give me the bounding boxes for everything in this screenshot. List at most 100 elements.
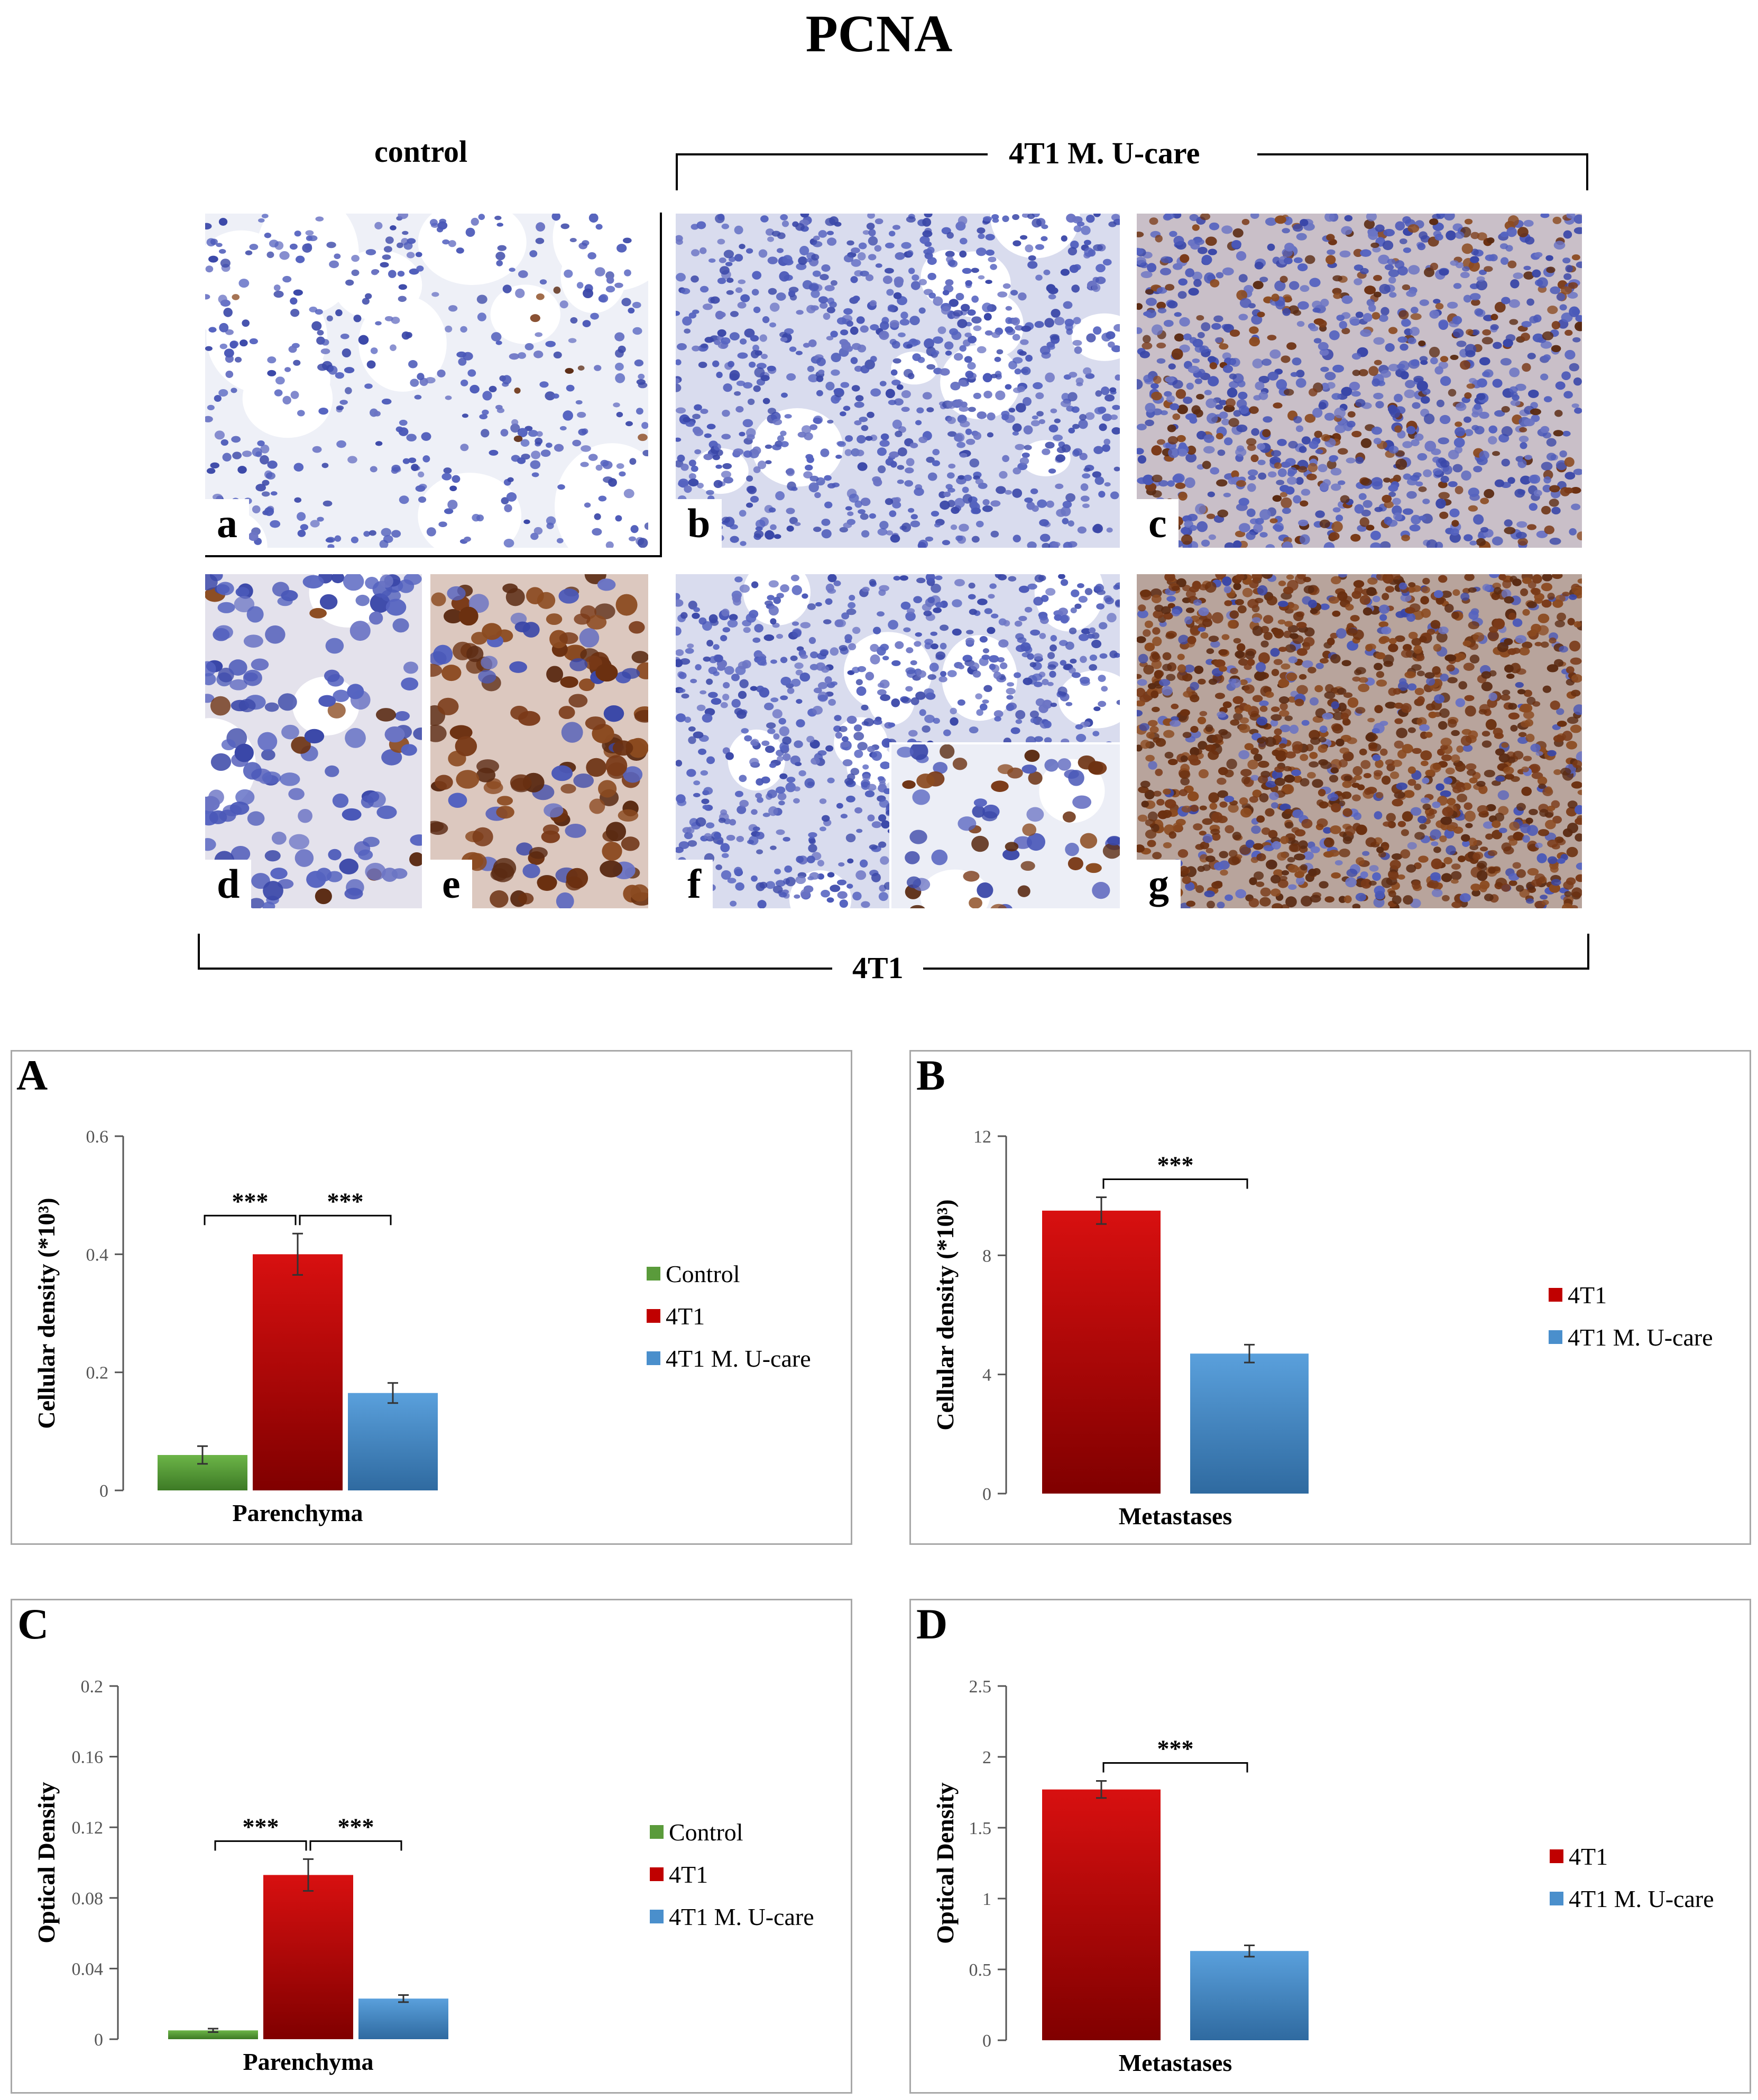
y-tick-label: 1 (982, 1890, 991, 1909)
legend-label-ucare: 4T1 M. U-care (669, 1903, 814, 1930)
y-axis-label: Cellular density (*10³) (932, 1199, 959, 1430)
legend-swatch-4t1 (650, 1867, 664, 1881)
y-tick-label: 8 (982, 1246, 991, 1266)
y-tick-label: 0.2 (86, 1364, 109, 1383)
y-axis-label: Optical Density (33, 1782, 60, 1943)
legend-item-control: Control (647, 1252, 811, 1295)
bar-4t1 (263, 1875, 353, 2039)
legend-label-4t1: 4T1 (1568, 1281, 1607, 1309)
bar-4t1 (1042, 1789, 1161, 2040)
error-bar (1096, 1780, 1107, 1799)
micrograph-f: f (676, 574, 1120, 908)
bar-4t1-m-u-care (348, 1393, 438, 1490)
y-tick-label: 0 (982, 1485, 991, 1504)
y-tick-label: 0 (99, 1481, 108, 1501)
y-tick-label: 0.5 (969, 1960, 992, 1980)
legend-label-4t1: 4T1 (669, 1860, 708, 1888)
micrograph-c: c (1137, 214, 1582, 548)
error-bar (208, 2028, 218, 2033)
y-tick-label: 0 (94, 2030, 103, 2050)
y-tick-label: 0.16 (72, 1748, 104, 1767)
x-axis-label: Parenchyma (243, 2048, 373, 2075)
chart-a: 0 0.2 0.4 0.6 Cellular density (*10³) *** *** P… (33, 1127, 438, 1526)
legend-swatch-control (647, 1267, 660, 1281)
panel-label-b: b (676, 499, 722, 548)
micrograph-a: a (205, 214, 648, 548)
y-tick-label: 0.2 (81, 1677, 104, 1697)
control-group-label: control (374, 134, 468, 169)
y-tick-label: 2 (982, 1748, 991, 1767)
bar-4t1 (1042, 1210, 1161, 1494)
y-axis-label: Optical Density (932, 1782, 959, 1944)
legend-item-ucare: 4T1 M. U-care (1550, 1877, 1714, 1920)
significance-bracket (309, 1840, 402, 1851)
bar-4t1 (253, 1254, 343, 1490)
micrograph-e: e (430, 574, 648, 908)
micrograph-f-inset (889, 742, 1120, 908)
y-tick-label: 0.4 (86, 1245, 109, 1265)
panel-label-f: f (676, 860, 713, 908)
control-divider-horizontal (205, 555, 662, 557)
chart-d: 0 0.5 1 1.5 2 2.5 Optical Density *** Metastases (932, 1677, 1309, 2076)
y-tick-label: 0 (982, 2031, 991, 2051)
legend-label-control: Control (666, 1260, 740, 1287)
significance-bracket (204, 1214, 297, 1226)
error-bar (197, 1445, 208, 1465)
error-bar (1244, 1944, 1255, 1958)
ucare-bracket-left (676, 153, 988, 155)
significance-bracket (1102, 1178, 1248, 1189)
tumor-bracket-right (923, 968, 1589, 970)
micrograph-d: d (205, 574, 422, 908)
chart-b-panel-letter: B (916, 1051, 945, 1099)
chart-a-panel-letter: A (16, 1051, 48, 1099)
y-tick-label: 0.08 (72, 1889, 104, 1909)
legend-item-4t1: 4T1 (650, 1853, 814, 1895)
significance-label: *** (1157, 1735, 1194, 1762)
panel-label-a: a (205, 499, 249, 548)
y-tick-label: 1.5 (969, 1819, 992, 1838)
legend-swatch-ucare (1549, 1330, 1562, 1344)
panel-label-c: c (1137, 499, 1179, 548)
chart-panel-c: 0 0.04 0.08 0.12 0.16 0.2 Optical Density *** **… (11, 1599, 852, 2094)
error-bar (303, 1858, 314, 1892)
y-tick-label: 0.12 (72, 1818, 104, 1838)
control-divider-vertical (660, 213, 662, 557)
chart-a-legend: Control 4T1 4T1 M. U-care (647, 1252, 811, 1379)
legend-swatch-ucare (1550, 1892, 1563, 1905)
tumor-group-label: 4T1 (852, 951, 904, 985)
legend-swatch-control (650, 1825, 664, 1839)
panel-label-d: d (205, 860, 252, 908)
ucare-bracket-left-tick (676, 153, 678, 190)
significance-label: *** (338, 1813, 374, 1840)
y-tick-label: 12 (973, 1127, 991, 1147)
y-tick-label: 0.04 (72, 1959, 104, 1979)
ucare-group-label: 4T1 M. U-care (1009, 136, 1200, 170)
legend-item-ucare: 4T1 M. U-care (647, 1337, 811, 1379)
chart-d-legend: 4T1 4T1 M. U-care (1550, 1835, 1714, 1920)
tumor-bracket-left-tick (198, 934, 200, 970)
x-axis-label: Parenchyma (232, 1499, 363, 1526)
figure-title: PCNA (805, 4, 953, 63)
legend-swatch-ucare (647, 1351, 660, 1365)
bar-4t1-m-u-care (1190, 1951, 1309, 2040)
y-tick-label: 2.5 (969, 1677, 992, 1697)
error-bar (388, 1382, 398, 1404)
chart-c-panel-letter: C (17, 1600, 49, 1648)
significance-bracket (299, 1214, 392, 1226)
bar-control (168, 2030, 258, 2039)
legend-label-control: Control (669, 1818, 743, 1846)
legend-label-ucare: 4T1 M. U-care (1568, 1323, 1713, 1351)
legend-item-4t1: 4T1 (1549, 1274, 1713, 1316)
ucare-bracket-right-tick (1586, 153, 1588, 190)
legend-label-4t1: 4T1 (1569, 1843, 1608, 1870)
micrograph-b: b (676, 214, 1120, 548)
error-bar (1096, 1196, 1107, 1225)
chart-panel-d: 0 0.5 1 1.5 2 2.5 Optical Density *** Metastases… (909, 1599, 1751, 2094)
significance-label: *** (1157, 1151, 1194, 1178)
bar-4t1-m-u-care (358, 1998, 448, 2039)
ucare-bracket-right (1257, 153, 1588, 155)
legend-item-control: Control (650, 1811, 814, 1853)
x-axis-label: Metastases (1119, 2049, 1232, 2076)
panel-label-g: g (1137, 860, 1181, 908)
y-axis-label: Cellular density (*10³) (33, 1198, 60, 1429)
